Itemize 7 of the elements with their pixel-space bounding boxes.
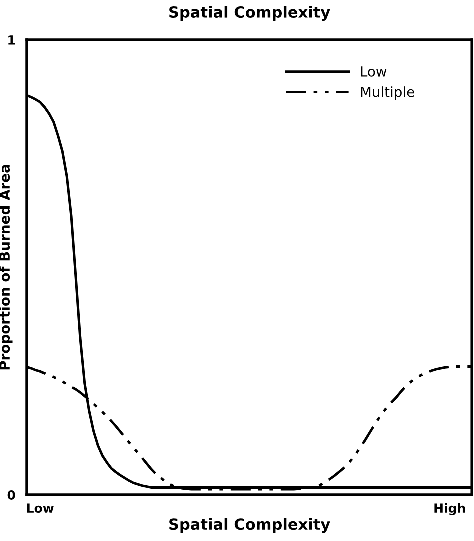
- legend-label: Multiple: [361, 86, 414, 100]
- x-axis-title: Spatial Complexity: [170, 518, 330, 534]
- legend-label: Low: [361, 66, 387, 77]
- x-tick-label: High: [434, 503, 466, 516]
- y-tick-label: 1: [8, 36, 16, 45]
- y-tick-label: 0: [8, 490, 16, 500]
- chart-title: Spatial Complexity: [170, 6, 330, 22]
